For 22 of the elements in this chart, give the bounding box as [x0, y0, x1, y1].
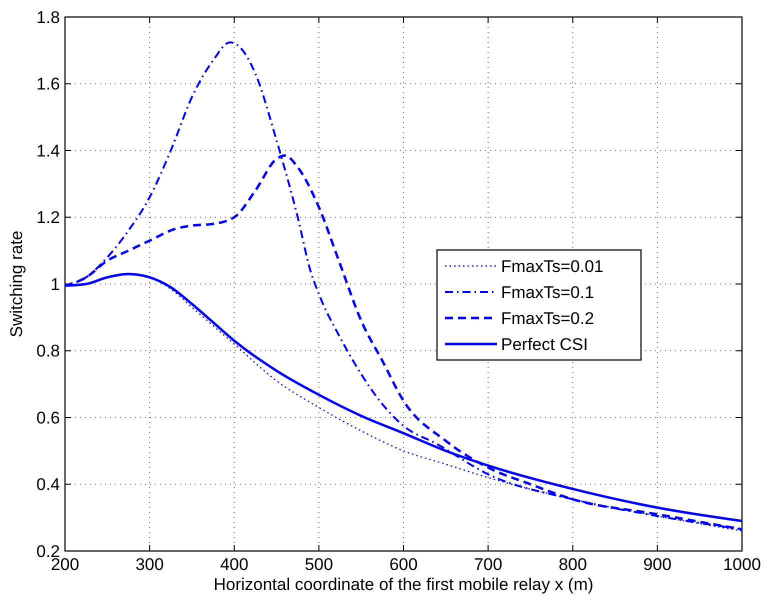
- y-tick-label: 1.8: [36, 8, 60, 27]
- y-tick-label: 0.8: [36, 342, 60, 361]
- y-axis-title: Switching rate: [7, 230, 26, 338]
- legend-label: FmaxTs=0.01: [501, 256, 604, 276]
- y-tick-label: 0.4: [36, 475, 60, 494]
- x-tick-label: 900: [643, 555, 672, 574]
- x-tick-label: 700: [474, 555, 502, 574]
- x-tick-label: 300: [135, 555, 164, 574]
- x-tick-label: 500: [304, 555, 334, 574]
- y-tick-label: 0.6: [36, 408, 60, 428]
- x-axis-title: Horizontal coordinate of the first mobile relay x (m): [214, 575, 594, 594]
- x-tick-label: 800: [558, 555, 587, 574]
- legend-label: FmaxTs=0.2: [501, 308, 594, 328]
- y-tick-label: 1: [50, 274, 60, 294]
- legend-label: Perfect CSI: [501, 334, 588, 354]
- y-tick-label: 1.4: [36, 141, 60, 160]
- x-tick-label: 600: [389, 555, 418, 574]
- y-tick-label: 1.2: [36, 208, 60, 228]
- y-tick-label: 1.6: [36, 74, 60, 94]
- x-tick-label: 1000: [723, 555, 761, 574]
- legend-label: FmaxTs=0.1: [501, 282, 594, 302]
- x-tick-label: 400: [220, 555, 248, 574]
